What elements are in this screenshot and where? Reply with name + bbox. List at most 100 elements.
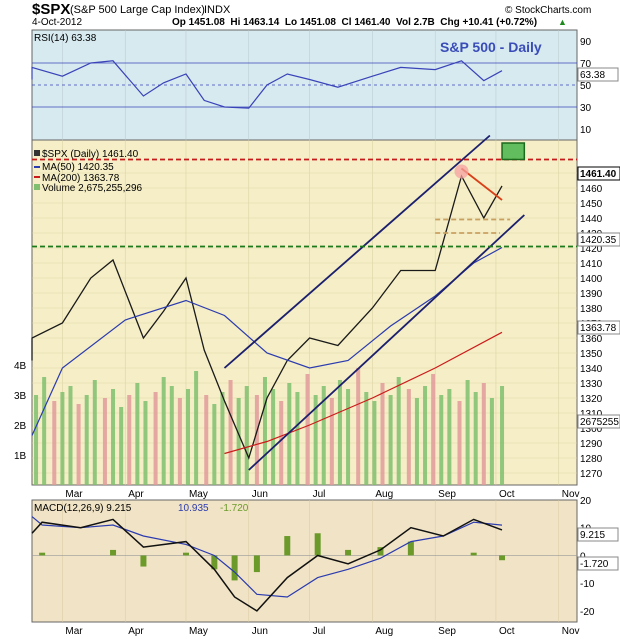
price-tick: 1320 [580,394,603,405]
volume-bar [473,392,478,485]
price-legend: $SPX (Daily) 1461.40 MA(50) 1420.35 MA(2… [34,149,143,194]
rsi-tick: 90 [580,37,592,48]
volume-bar [465,380,470,485]
highlight-circle [454,164,469,179]
volume-bar [396,377,401,485]
macd-histogram-bar [345,549,352,556]
volume-tick: 2B [14,421,27,432]
header-symbol: $SPX [32,1,71,18]
ma200-line [224,331,503,455]
target-box [501,142,526,161]
rsi-axis: 90 70 50 30 10 [580,37,592,136]
price-tick: 1460 [580,184,603,195]
rsi-last-box [577,67,619,82]
legend-swatch-close [34,150,40,156]
macd-last-box [577,527,619,542]
macd-tick: 20 [580,496,592,507]
volume-bar [177,398,182,485]
volume-bar [423,386,428,485]
rsi-tick: 50 [580,81,592,92]
hist-last-label: -1.720 [580,559,609,570]
legend-swatch-volume [34,184,40,190]
macd-histogram-bar [182,552,189,556]
month-label: Jul [313,626,326,637]
legend-close: $SPX (Daily) 1461.40 [42,149,139,160]
month-label: Nov [562,489,580,500]
month-label: Oct [499,626,515,637]
volume-bar [364,392,369,485]
volume-bar [279,401,284,485]
volume-bar [321,386,326,485]
volume-bar [34,395,39,485]
volume-bar [76,404,81,485]
volume-bar [262,377,267,485]
month-label: Aug [375,489,393,500]
macd-histogram-bar [284,536,291,556]
volume-bar [305,374,310,485]
header: $SPX (S&P 500 Large Cap Index) INDX © St… [0,0,620,30]
macd-line [31,518,503,612]
volume-bars [34,368,505,485]
volume-tick: 4B [14,361,27,372]
volume-bar [447,389,452,485]
volume-last-label: 2675255 [580,417,619,428]
month-label: Apr [128,489,144,500]
volume-bar [135,383,140,485]
trend-line [460,167,503,201]
price-tick: 1450 [580,199,603,210]
month-label: Mar [65,626,83,637]
header-exchange: INDX [204,4,231,16]
macd-histogram-bar [407,541,414,556]
volume-bar [406,389,411,485]
close-last-label: 1461.40 [580,169,617,180]
volume-bar [228,380,233,485]
macd-histogram-bar [211,555,218,570]
volume-bar [337,380,342,485]
volume-bar [287,383,292,485]
macd-panel [31,499,578,623]
up-arrow-icon: ▲ [558,17,567,27]
volume-bar [388,395,393,485]
ma50-last-label: 1420.35 [580,235,617,246]
rsi-legend: RSI(14) 63.38 [34,33,97,44]
volume-axis: 4B 3B 2B 1B [14,361,27,462]
volume-bar [220,392,225,485]
header-name: (S&P 500 Large Cap Index) [70,4,205,16]
macd-last-label: 9.215 [580,530,605,541]
header-date: 4-Oct-2012 [32,17,83,28]
volume-bar [194,371,199,485]
volume-bar [186,389,191,485]
volume-bar [111,389,116,485]
volume-bar [84,395,89,485]
volume-bar [380,383,385,485]
month-label: Apr [128,626,144,637]
price-x-axis: Mar Apr May Jun Jul Aug Sep Oct Nov [65,489,579,500]
volume-bar [295,392,300,485]
volume-bar [431,374,436,485]
volume-bar [313,395,318,485]
volume-last-box [577,414,620,429]
volume-bar [60,392,65,485]
trend-line [248,214,525,471]
ma50-last-box [577,232,620,247]
price-tick: 1400 [580,274,603,285]
macd-tick: -20 [580,607,595,618]
month-label: Nov [562,626,580,637]
legend-volume: Volume 2,675,255,296 [42,183,143,194]
price-tick: 1420 [580,244,603,255]
chart-title: S&P 500 - Daily [440,39,542,55]
volume-bar [372,401,377,485]
macd-histogram-bar [39,552,46,556]
rsi-tick: 10 [580,125,592,136]
trend-line [223,134,491,369]
price-tick: 1350 [580,349,603,360]
month-label: Jun [252,489,268,500]
volume-bar [489,398,494,485]
volume-bar [271,389,276,485]
month-label: Sep [438,626,456,637]
month-label: Mar [65,489,83,500]
macd-histogram-bar [377,547,384,556]
price-tick: 1280 [580,454,603,465]
annotations [32,134,577,471]
volume-bar [439,395,444,485]
